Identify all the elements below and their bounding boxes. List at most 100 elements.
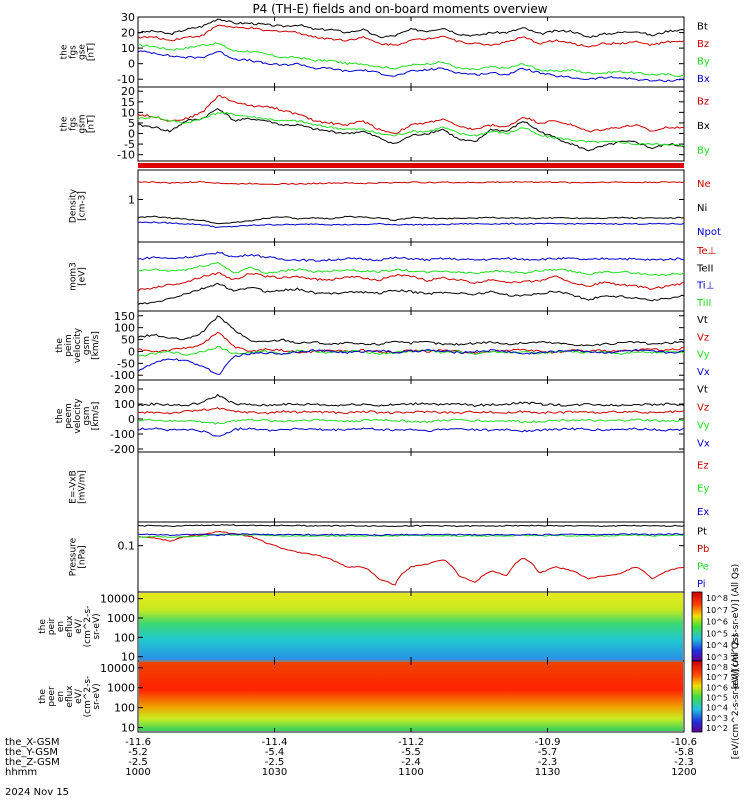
ylabel-line: mom3 [69, 262, 79, 291]
colorbar-tick-label: 10^5 [706, 694, 728, 703]
ylabel-line: [cm-3] [78, 191, 88, 221]
y-tick-label: 10 [121, 651, 135, 664]
xaxis-value: -2.3 [538, 757, 558, 768]
legend-Bt: Bt [697, 21, 708, 32]
y-tick-label: 50 [121, 334, 135, 347]
series-line-Vt [137, 315, 685, 347]
legend-Bx: Bx [697, 74, 710, 85]
colorbar-tick-label: 10^8 [706, 663, 728, 672]
legend-Pb: Pb [697, 544, 709, 555]
xaxis-value: -11.4 [262, 737, 288, 748]
series-line-Vy [137, 418, 685, 425]
legend-Ez: Ez [697, 460, 709, 471]
panel-peir_eflux: the peir en eflux eV/(cm^2-s-sr-eV) 10000 1000… [38, 564, 741, 689]
y-tick-label: 1000 [107, 682, 135, 695]
ylabel-line: gsm [78, 114, 88, 133]
panel-frame [137, 451, 685, 523]
legend-Ex: Ex [697, 507, 709, 518]
y-tick-label: 30 [121, 11, 135, 24]
legend-By: By [697, 146, 710, 157]
panel-peem_velocity: the peem velocity gsm [km/s] 200 100 0 -100 -200 V… [55, 379, 710, 456]
y-tick-label: -100 [110, 428, 135, 441]
ylabel-line: fgs [69, 117, 79, 131]
legend-Vz: Vz [697, 403, 709, 414]
xaxis-value: -2.5 [265, 757, 285, 768]
ylabel-line: eflux [65, 685, 75, 708]
y-tick-label: 10000 [100, 593, 135, 606]
series-line-TiII [137, 261, 685, 277]
colorbar-tick-label: 10^4 [706, 704, 728, 713]
legend-TiII: TiII [696, 298, 711, 309]
xaxis-row-label: the_X-GSM [5, 737, 59, 748]
xaxis-value: -5.5 [401, 747, 421, 758]
xaxis-value: -10.9 [535, 737, 561, 748]
y-tick-label: 10 [121, 42, 135, 55]
ylabel-line: (cm^2-s- [83, 606, 93, 648]
legend-Ti⊥: Ti⊥ [696, 281, 714, 292]
ylabel-line: (cm^2-s- [83, 676, 93, 718]
xaxis-row-label: the_Y-GSM [5, 747, 58, 758]
series-line-Pi [137, 533, 685, 537]
colorbar-tick-label: 10^3 [706, 653, 728, 662]
legend-Vy: Vy [697, 350, 710, 361]
ylabel-line: gse [78, 44, 88, 60]
ylabel-line: peem [64, 403, 74, 429]
colorbar-tick-label: 10^7 [706, 606, 728, 615]
legend-Vx: Vx [697, 439, 710, 450]
series-line-By [137, 42, 685, 78]
series-line-Npot [137, 221, 685, 228]
panel-frame [137, 521, 685, 593]
y-tick-label: 100 [114, 322, 135, 335]
legend-Bz: Bz [697, 39, 709, 50]
colorbar-label: [eV/(cm^2-s-sr-eV)] (All Qs) [731, 564, 741, 689]
ylabel-line: eflux [65, 615, 75, 638]
series-line-Bz [137, 24, 685, 48]
ylabel-line: peer [47, 686, 57, 707]
figure-title: P4 (TH-E) fields and on-board moments ov… [252, 2, 547, 16]
y-tick-label: 0 [128, 345, 135, 358]
series-line-TeII [137, 282, 685, 305]
ylabel-line: the [38, 619, 48, 634]
ylabel-line: E=-VxB [69, 470, 79, 504]
colorbar-tick-label: 10^3 [706, 714, 728, 723]
panel-density: Density [cm-3] 1 Ne Ni Npot [69, 169, 721, 243]
ylabel-line: sr-eV) [92, 683, 102, 709]
colorbar [691, 660, 703, 733]
panel-peer_eflux: the peer en eflux eV/(cm^2-s-sr-eV) 10000 1000… [38, 634, 741, 759]
y-tick-label: 0 [128, 58, 135, 71]
panel-efield: E=-VxB [mV/m] Ez Ey Ex [69, 451, 709, 523]
series-line-Pb [137, 530, 685, 586]
y-tick-label: -10 [117, 149, 135, 162]
legend-Npot: Npot [697, 227, 721, 238]
y-tick-label: 100 [114, 702, 135, 715]
panel-fgs_gse: the fgs gse [nT] 30 20 10 0 -10 Bt Bz By Bx [60, 11, 710, 88]
xaxis-value: -5.2 [128, 747, 148, 758]
legend-Vx: Vx [697, 367, 710, 378]
panel-temperature: mom3 [eV] Te⊥ TeII Ti⊥ TiII [69, 241, 716, 312]
xaxis-row-label: hhmm [5, 767, 37, 778]
series-line-By [137, 111, 685, 147]
ylabel-line: the [60, 116, 70, 131]
y-tick-label: 0 [128, 413, 135, 426]
legend-Vy: Vy [697, 421, 710, 432]
colorbar-tick-label: 10^4 [706, 641, 728, 650]
series-line-Vt [137, 393, 685, 408]
legend-Ey: Ey [697, 484, 709, 495]
panel-frame [137, 379, 685, 453]
y-tick-label: 1000 [107, 612, 135, 625]
status-bar [138, 163, 684, 168]
ylabel-line: velocity [73, 398, 83, 434]
spectrogram [139, 593, 683, 660]
ylabel-line: eV/ [74, 618, 84, 634]
ylabel-line: [km/s] [91, 402, 101, 431]
ylabel-line: the [55, 408, 65, 423]
series-line-Vx [137, 348, 684, 375]
series-line-Vy [137, 345, 685, 357]
series-line-Vx [137, 427, 685, 437]
panel-pressure: Pressure [nPa] 0.1 Pt Pb Pe Pi [69, 521, 709, 593]
y-tick-label: 100 [114, 631, 135, 644]
ylabel-line: the [55, 338, 65, 353]
ylabel-line: [mV/m] [78, 470, 88, 504]
xaxis-value: 1000 [125, 767, 150, 778]
